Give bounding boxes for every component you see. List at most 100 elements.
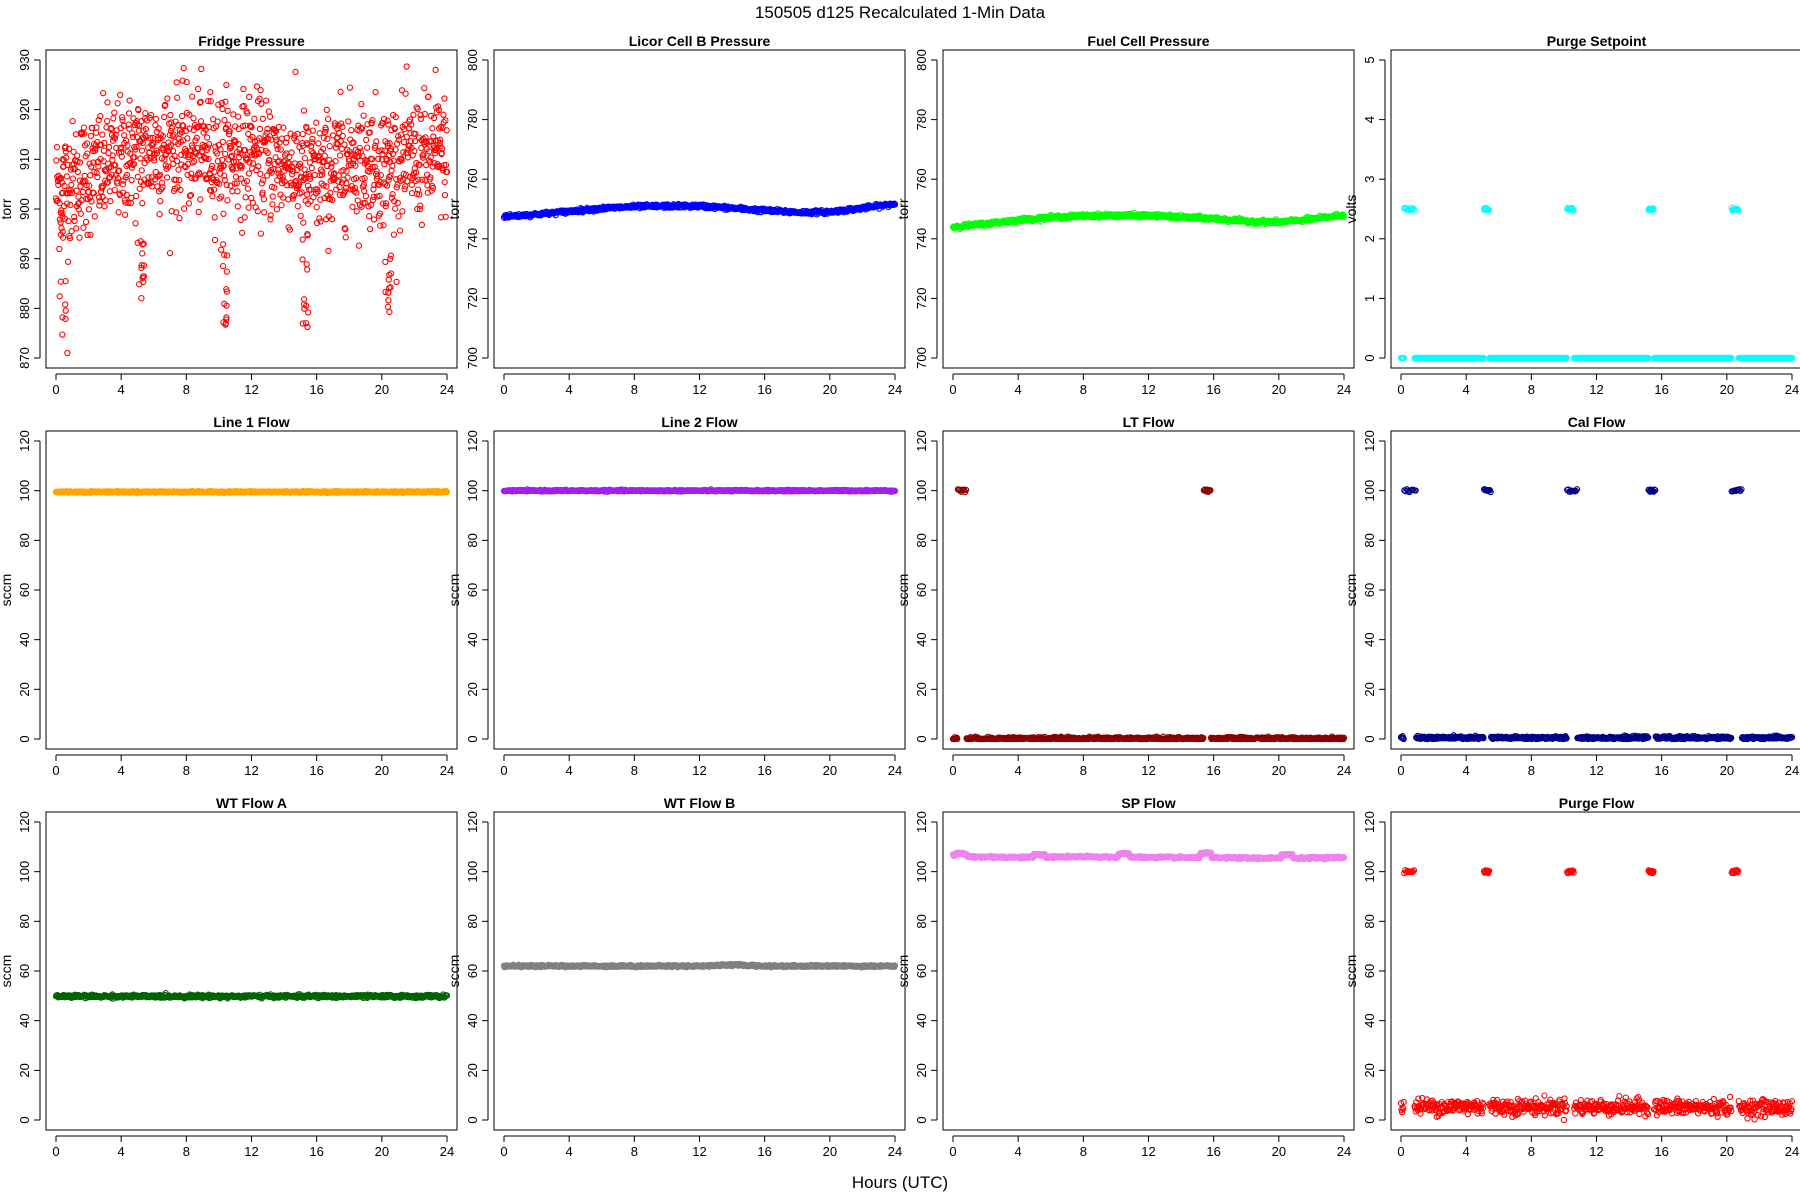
data-point (341, 141, 348, 148)
data-point (313, 204, 320, 211)
x-tick-label: 24 (1785, 382, 1799, 397)
data-point (234, 203, 241, 210)
data-point (204, 144, 211, 151)
data-point (403, 63, 410, 70)
data-point (400, 138, 408, 146)
data-point (179, 77, 186, 84)
data-point (427, 154, 434, 161)
data-point (332, 122, 339, 129)
data-point (128, 176, 135, 184)
data-point (123, 191, 130, 198)
data-point (306, 175, 314, 183)
data-point (133, 143, 140, 151)
data-point (299, 256, 306, 263)
data-point (275, 166, 282, 173)
data-point (221, 117, 228, 124)
data-point (109, 152, 116, 159)
data-point (133, 192, 140, 200)
data-point (232, 173, 240, 180)
data-point (304, 309, 312, 316)
x-tick-label: 16 (757, 763, 771, 778)
data-point (437, 136, 444, 143)
data-point (401, 185, 408, 193)
data-point (155, 125, 162, 132)
data-point (95, 116, 102, 124)
data-point (404, 178, 411, 185)
data-point (411, 165, 418, 172)
data-point (59, 234, 67, 241)
data-point (316, 215, 323, 222)
x-tick-label: 4 (566, 382, 573, 397)
data-point (226, 145, 234, 152)
panel-title: Fridge Pressure (198, 33, 305, 49)
data-point (308, 139, 316, 146)
y-tick-label: 100 (17, 480, 32, 502)
x-tick-label: 24 (440, 763, 454, 778)
data-point (252, 142, 259, 150)
y-tick-label: 740 (465, 228, 480, 250)
data-point (77, 210, 84, 217)
y-tick-label: 720 (465, 288, 480, 310)
data-point (374, 173, 381, 180)
data-point (191, 158, 198, 165)
data-point (398, 87, 406, 94)
data-point (304, 230, 311, 238)
data-point (386, 140, 393, 147)
data-point (438, 150, 445, 157)
data-point (205, 97, 212, 105)
data-point (123, 171, 131, 179)
y-tick-label: 720 (914, 288, 929, 310)
data-point (263, 97, 270, 104)
data-point (441, 179, 448, 186)
y-axis-label: torr (895, 198, 911, 219)
data-point (234, 188, 241, 195)
data-point (315, 140, 322, 147)
data-point (152, 115, 160, 123)
data-point (365, 213, 373, 220)
data-point (184, 135, 191, 142)
y-tick-label: 910 (17, 148, 32, 170)
data-point (375, 155, 382, 163)
data-point (150, 154, 157, 161)
data-point (265, 160, 272, 167)
x-tick-label: 20 (823, 382, 837, 397)
data-point (400, 149, 407, 156)
data-point (309, 127, 316, 134)
data-point (269, 193, 276, 200)
y-tick-label: 2 (1362, 235, 1377, 242)
data-point (129, 161, 136, 169)
data-point (82, 178, 89, 185)
data-point (387, 270, 395, 277)
data-point (156, 171, 164, 178)
data-point (227, 153, 235, 160)
data-point (219, 262, 227, 270)
data-point (408, 121, 415, 128)
data-point (279, 194, 287, 201)
data-point (393, 140, 401, 147)
data-point (59, 331, 66, 338)
x-tick-label: 8 (183, 763, 190, 778)
data-point (383, 182, 391, 189)
data-point (300, 107, 308, 114)
data-point (240, 85, 247, 93)
data-point (218, 99, 225, 107)
data-point (94, 173, 101, 181)
data-point (271, 127, 279, 134)
data-point (394, 133, 402, 140)
data-point (177, 186, 184, 194)
data-point (408, 181, 415, 188)
data-point (132, 220, 139, 227)
data-point (251, 115, 258, 122)
data-point (218, 193, 225, 200)
data-point (280, 124, 287, 131)
data-point (224, 197, 231, 204)
x-tick-label: 4 (566, 763, 573, 778)
data-point (256, 135, 263, 142)
data-point (277, 146, 284, 153)
data-point (435, 164, 442, 171)
data-point (125, 110, 133, 117)
data-series (52, 487, 451, 497)
y-axis-label: sccm (0, 574, 14, 607)
data-point (414, 105, 421, 113)
